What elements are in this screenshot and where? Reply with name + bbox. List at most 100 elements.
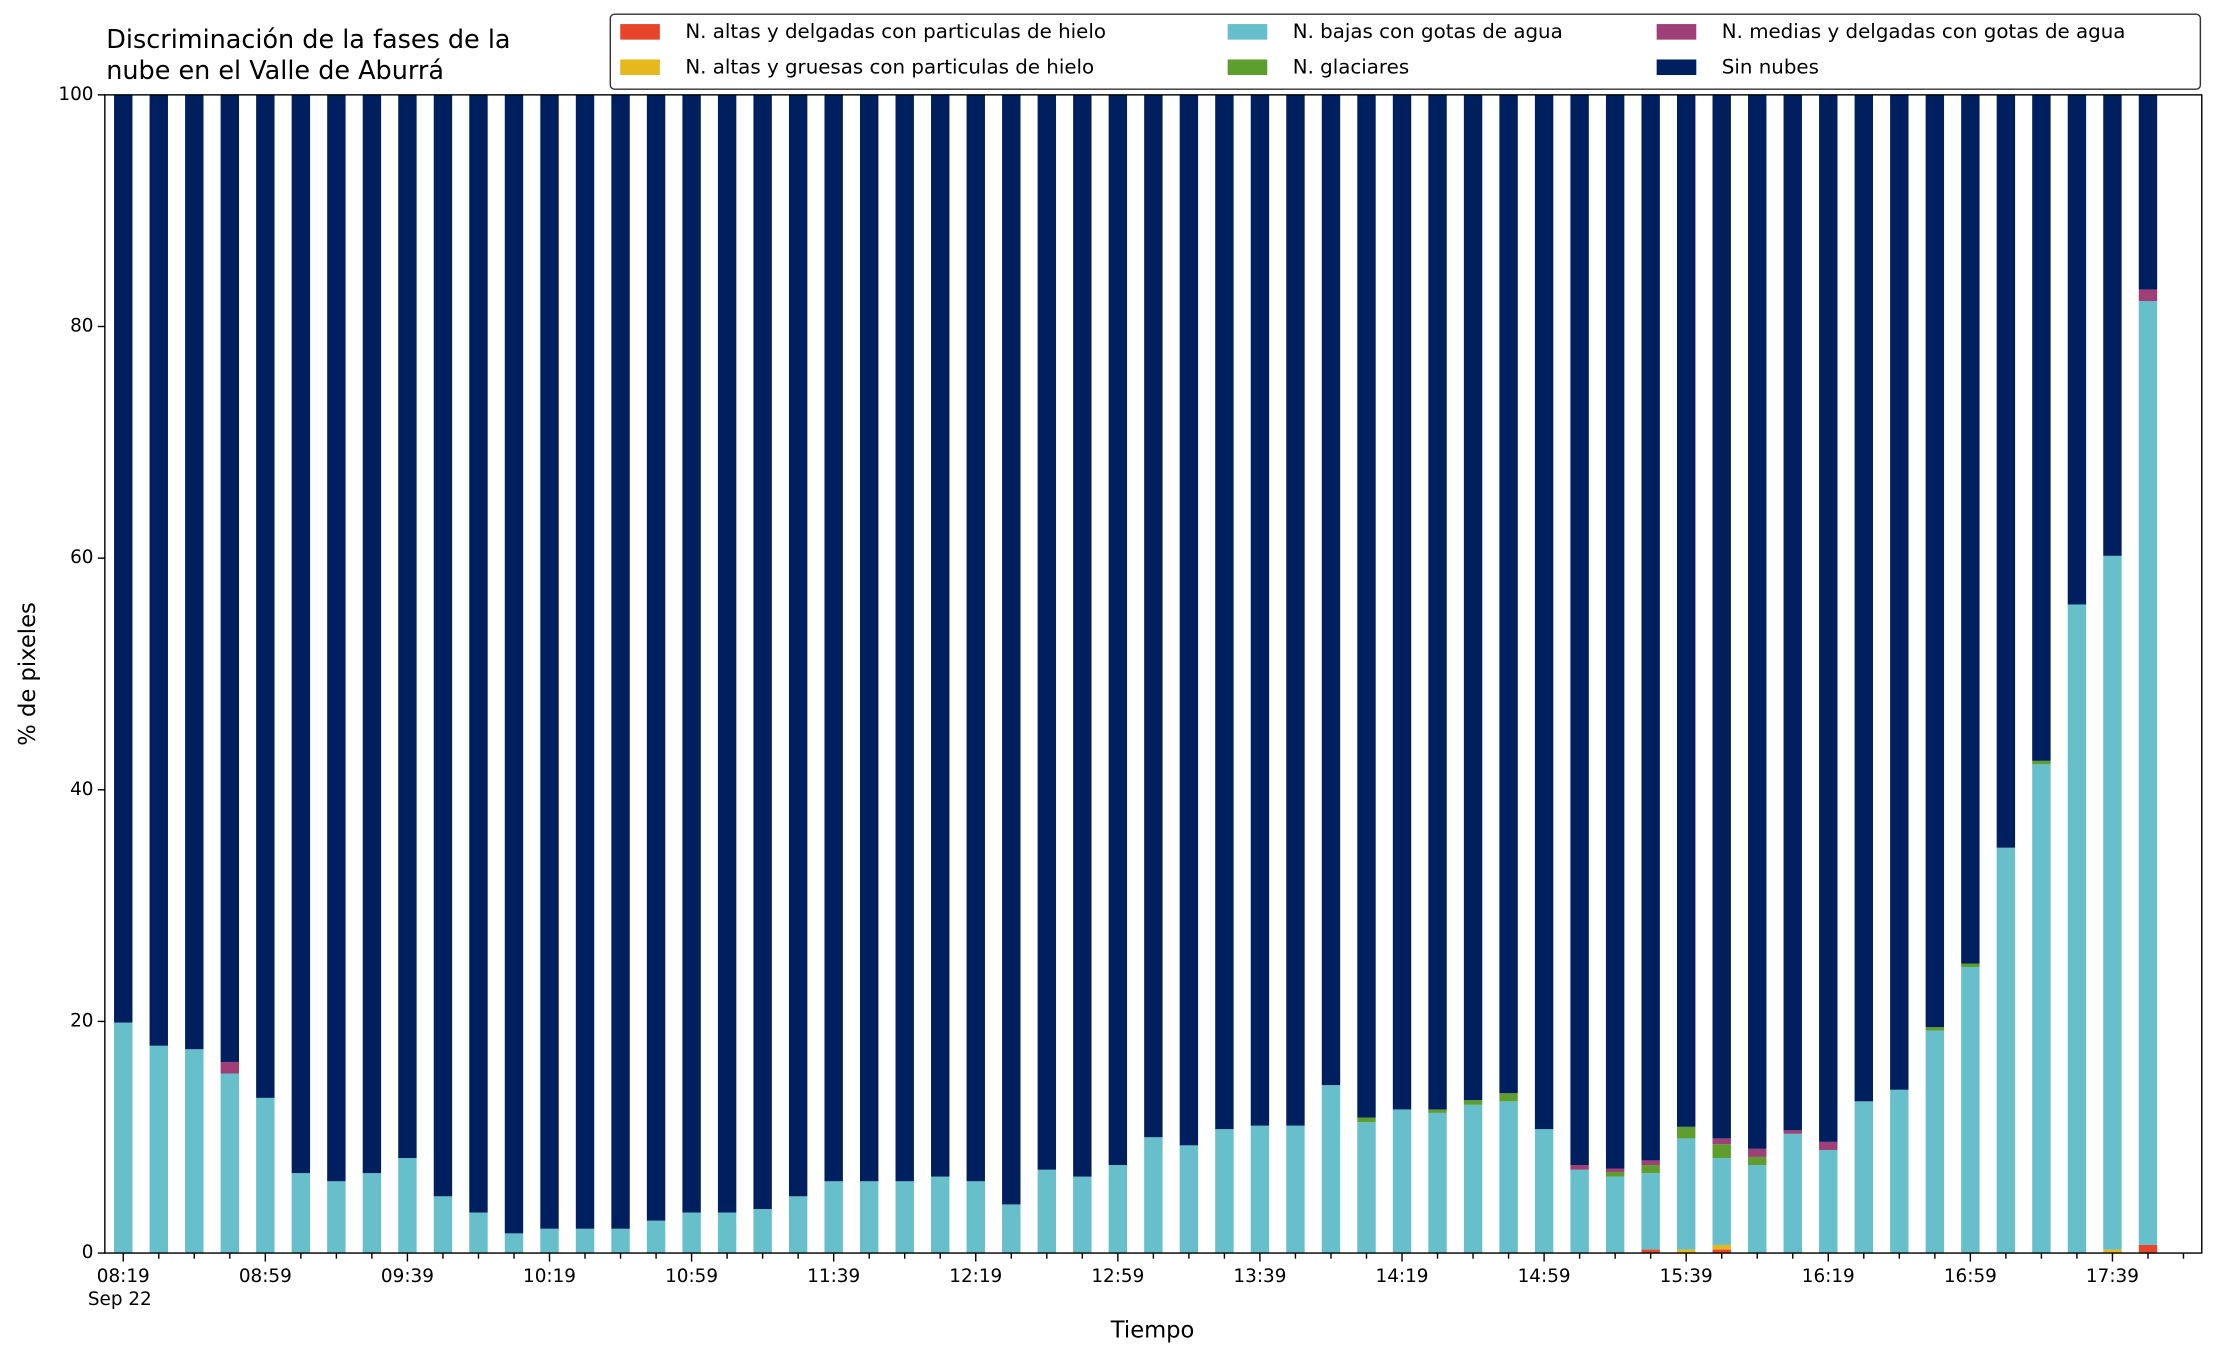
- bar-segment: [1392, 1109, 1412, 1254]
- bar-segment: [2067, 94, 2087, 605]
- bar-segment: [753, 94, 772, 1210]
- bar-segment: [753, 1209, 772, 1254]
- bar-segment: [362, 1173, 382, 1254]
- y-tick-label: 60: [70, 547, 93, 568]
- bar-segment: [717, 94, 737, 1213]
- bar-segment: [1286, 1125, 1305, 1254]
- x-tick-label: 12:19: [949, 1266, 1002, 1287]
- bar-segment: [1463, 1104, 1483, 1254]
- bar-segment: [824, 94, 843, 1182]
- bar-segment: [1748, 1165, 1767, 1254]
- bar-segment: [433, 1196, 453, 1254]
- bar-segment: [1641, 1165, 1660, 1174]
- bar-segment: [256, 94, 275, 1098]
- legend-swatch: [1656, 24, 1697, 40]
- plot-frame: [104, 94, 2203, 1254]
- x-tick-label: 14:19: [1376, 1266, 1429, 1287]
- bar-segment: [1783, 94, 1802, 1131]
- x-axis-label: Tiempo: [1110, 1317, 1195, 1343]
- bar-segment: [2138, 301, 2158, 1245]
- bar-segment: [1890, 1089, 1909, 1254]
- bar-segment: [717, 1212, 737, 1254]
- bar-segment: [1073, 94, 1092, 1177]
- bar-segment: [1925, 94, 1945, 1028]
- x-tick-label: 10:19: [523, 1266, 576, 1287]
- bar-segment: [1357, 1117, 1376, 1123]
- bar-segment: [1073, 1176, 1092, 1254]
- bar-segment: [1392, 94, 1412, 1110]
- bar-segment: [114, 94, 133, 1023]
- bar-segment: [788, 1196, 808, 1254]
- bar-segment: [1321, 94, 1341, 1086]
- bar-segment: [1712, 1249, 1731, 1254]
- bar-segment: [859, 94, 879, 1182]
- legend-label: N. glaciares: [1293, 55, 1409, 78]
- bar-segment: [291, 94, 311, 1174]
- bar-segment: [2032, 94, 2051, 761]
- bar-segment: [1641, 94, 1660, 1161]
- bar-segment: [327, 1181, 346, 1254]
- bar-segment: [1002, 94, 1021, 1205]
- bar-segment: [1570, 1165, 1589, 1170]
- bar-segment: [1144, 94, 1163, 1138]
- bar-segment: [291, 1173, 311, 1254]
- bar-segment: [1250, 1125, 1270, 1254]
- y-tick-label: 100: [58, 84, 93, 105]
- bar-segment: [469, 1212, 488, 1254]
- bar-segment: [185, 1049, 204, 1254]
- bar-segment: [2138, 1244, 2158, 1254]
- x-tick-label: 11:39: [807, 1266, 860, 1287]
- chart-title: nube en el Valle de Aburrá: [106, 56, 444, 86]
- bar-segment: [1428, 1112, 1447, 1254]
- legend-box: [609, 13, 2202, 90]
- legend-label: Sin nubes: [1722, 55, 1819, 78]
- bar-segment: [788, 94, 808, 1197]
- x-tick-label: 08:19: [97, 1266, 150, 1287]
- bar-segment: [1108, 1165, 1128, 1254]
- bar-segment: [1925, 1030, 1945, 1254]
- bar-segment: [504, 94, 524, 1234]
- bar-segment: [1357, 94, 1376, 1118]
- bar-segment: [2032, 764, 2051, 1254]
- bar-segment: [1961, 966, 1980, 1254]
- bar-segment: [1641, 1160, 1660, 1166]
- bar-segment: [575, 94, 595, 1229]
- y-tick-label: 40: [70, 779, 93, 800]
- legend-label: N. altas y gruesas con particulas de hie…: [685, 55, 1094, 78]
- bar-segment: [611, 94, 630, 1229]
- bar-segment: [1534, 1129, 1554, 1254]
- bar-segment: [1996, 94, 2016, 848]
- bar-segment: [1499, 1101, 1518, 1254]
- x-tick-label: 17:39: [2086, 1266, 2139, 1287]
- legend-label: N. bajas con gotas de agua: [1293, 20, 1563, 43]
- bar-segment: [966, 1181, 985, 1254]
- bar-segment: [1676, 1138, 1696, 1250]
- bar-segment: [1748, 94, 1767, 1149]
- bar-segment: [1570, 94, 1589, 1166]
- bar-segment: [504, 1233, 524, 1254]
- y-axis-label: % de pixeles: [15, 602, 41, 746]
- bar-segment: [1286, 94, 1305, 1126]
- bar-segment: [2138, 289, 2158, 302]
- bar-segment: [859, 1181, 879, 1254]
- x-date-label: Sep 22: [88, 1289, 152, 1310]
- legend-swatch: [1227, 59, 1268, 76]
- bar-segment: [1250, 94, 1270, 1126]
- bar-segment: [1925, 1027, 1945, 1031]
- bar-segment: [1641, 1173, 1660, 1250]
- legend-label: N. altas y delgadas con particulas de hi…: [685, 20, 1106, 43]
- legend-swatch: [620, 59, 660, 76]
- bar-segment: [220, 1073, 240, 1254]
- bar-segment: [1961, 94, 1980, 964]
- bar-segment: [1002, 1204, 1021, 1254]
- bar-segment: [1108, 94, 1128, 1166]
- bar-segment: [220, 94, 240, 1062]
- bar-segment: [540, 1228, 559, 1254]
- bar-segment: [646, 1220, 666, 1254]
- bar-segment: [1428, 1109, 1447, 1113]
- y-tick-label: 0: [82, 1242, 94, 1263]
- bar-segment: [2103, 555, 2122, 1250]
- bar-segment: [931, 94, 950, 1177]
- bar-segment: [682, 94, 701, 1213]
